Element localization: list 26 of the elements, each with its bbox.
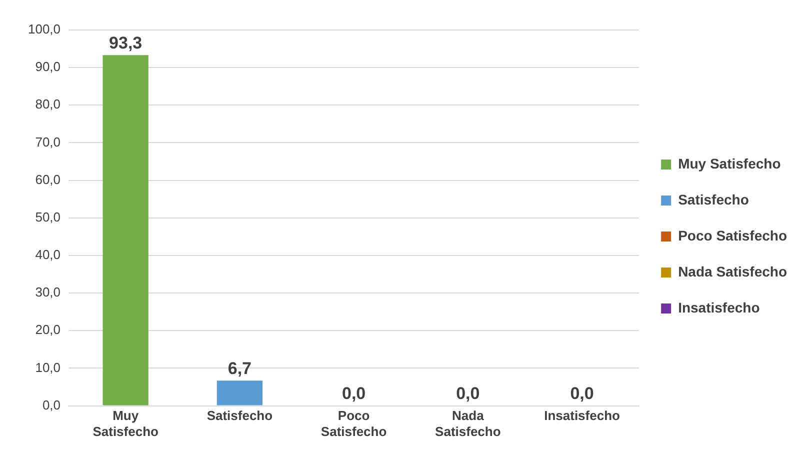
y-tick-label: 10,0: [35, 360, 61, 375]
y-tick-label: 100,0: [28, 22, 61, 37]
x-tick-label: Satisfecho: [206, 408, 273, 424]
data-label: 0,0: [456, 384, 480, 403]
data-label: 6,7: [228, 358, 252, 378]
legend-label: Muy Satisfecho: [678, 155, 781, 172]
x-tick-label: Muy Satisfecho: [92, 408, 159, 439]
legend-label: Insatisfecho: [678, 299, 760, 316]
x-tick-label: Nada Satisfecho: [435, 408, 501, 439]
data-label: 93,3: [109, 33, 142, 52]
y-tick-label: 30,0: [35, 284, 61, 300]
y-tick-label: 20,0: [35, 322, 61, 338]
y-tick-label: 60,0: [35, 172, 61, 187]
legend-label: Nada Satisfecho: [678, 263, 788, 280]
legend-label: Poco Satisfecho: [678, 227, 787, 244]
x-tick-label: Poco Satisfecho: [320, 408, 387, 439]
y-tick-label: 50,0: [35, 209, 61, 224]
data-label: 0,0: [570, 384, 594, 403]
legend-label: Satisfecho: [678, 191, 749, 208]
y-tick-label: 70,0: [35, 134, 61, 150]
x-tick-label: Insatisfecho: [544, 408, 620, 424]
y-tick-label: 90,0: [35, 59, 61, 74]
data-label: 0,0: [342, 384, 366, 403]
y-tick-label: 40,0: [35, 247, 61, 262]
y-tick-label: 0,0: [42, 397, 61, 412]
y-tick-label: 80,0: [35, 96, 61, 112]
